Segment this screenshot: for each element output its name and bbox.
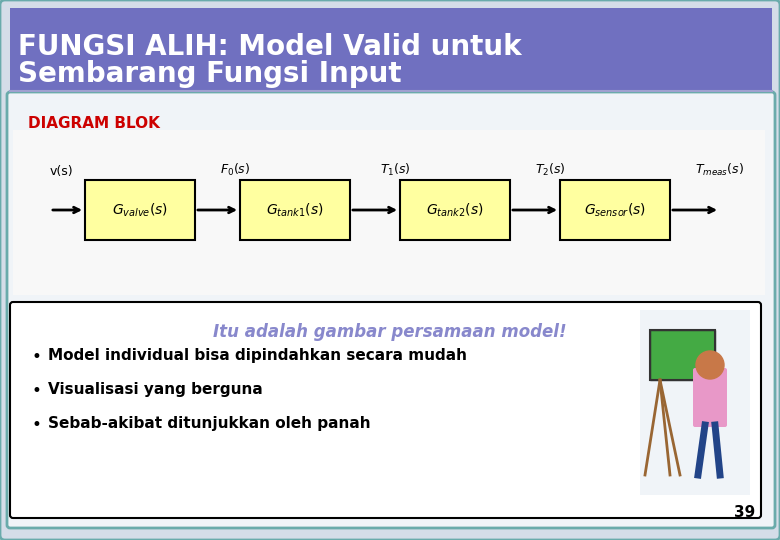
Text: DIAGRAM BLOK: DIAGRAM BLOK (28, 116, 160, 131)
Bar (650, 330, 715, 380)
Text: Sembarang Fungsi Input: Sembarang Fungsi Input (18, 60, 402, 88)
Text: FUNGSI ALIH: Model Valid untuk: FUNGSI ALIH: Model Valid untuk (18, 33, 522, 61)
Text: •: • (32, 382, 42, 400)
Bar (560, 180, 670, 240)
Text: $T_2(s)$: $T_2(s)$ (535, 162, 566, 178)
Bar (640, 310, 750, 495)
Bar (240, 180, 350, 240)
Text: $T_1(s)$: $T_1(s)$ (380, 162, 411, 178)
Text: •: • (32, 348, 42, 366)
Text: $F_0(s)$: $F_0(s)$ (220, 162, 250, 178)
Text: v(s): v(s) (50, 165, 73, 178)
Text: $G_{tank1}(s)$: $G_{tank1}(s)$ (266, 201, 324, 219)
Text: 39: 39 (734, 505, 755, 520)
Text: $G_{valve}(s)$: $G_{valve}(s)$ (112, 201, 168, 219)
Bar (650, 330, 715, 380)
Circle shape (696, 351, 724, 379)
Text: Itu adalah gambar persamaan model!: Itu adalah gambar persamaan model! (213, 323, 567, 341)
FancyBboxPatch shape (10, 302, 761, 518)
Bar (400, 180, 510, 240)
Text: $T_{meas}(s)$: $T_{meas}(s)$ (695, 162, 744, 178)
FancyBboxPatch shape (7, 92, 775, 528)
FancyBboxPatch shape (693, 368, 727, 427)
Bar (85, 180, 195, 240)
Bar (10, 8, 772, 90)
Text: Visualisasi yang berguna: Visualisasi yang berguna (48, 382, 263, 397)
Text: •: • (32, 416, 42, 434)
Text: Sebab-akibat ditunjukkan oleh panah: Sebab-akibat ditunjukkan oleh panah (48, 416, 370, 431)
Bar (13, 130, 765, 295)
Text: $G_{sensor}(s)$: $G_{sensor}(s)$ (584, 201, 646, 219)
Text: $G_{tank2}(s)$: $G_{tank2}(s)$ (426, 201, 484, 219)
Text: Model individual bisa dipindahkan secara mudah: Model individual bisa dipindahkan secara… (48, 348, 467, 363)
